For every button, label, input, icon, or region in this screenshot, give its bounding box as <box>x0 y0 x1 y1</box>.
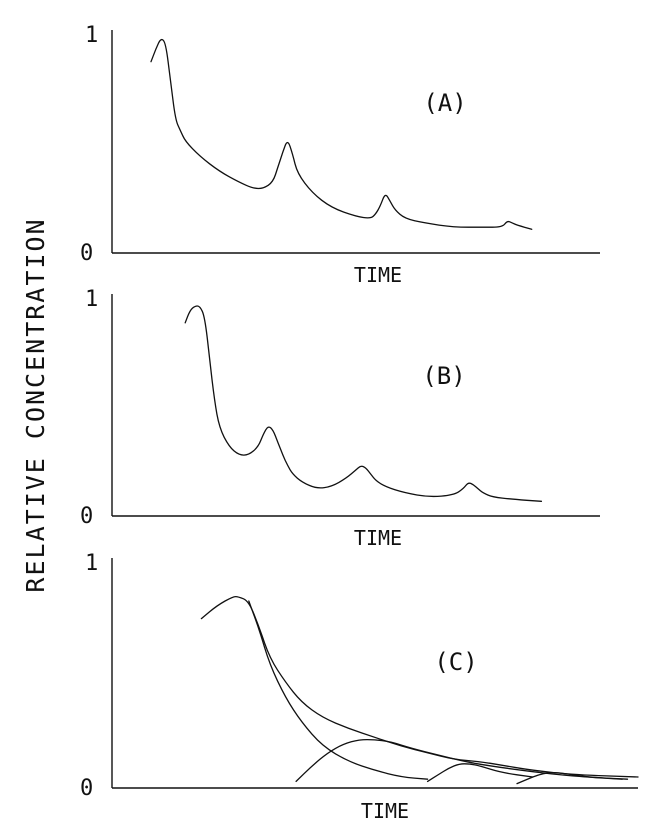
panel-c-x-label: TIME <box>361 799 409 823</box>
panel-a-series-line-1 <box>150 38 533 230</box>
panel-a-label: (A) <box>423 89 466 117</box>
panel-b-series-line-1 <box>184 305 543 502</box>
panel-c-series-group <box>200 595 639 785</box>
panel-c: 1 0 TIME (C) <box>80 551 639 823</box>
panel-c-series-line-1 <box>200 595 639 778</box>
panel-a-x-label: TIME <box>354 263 402 287</box>
panel-b-label: (B) <box>422 362 465 390</box>
panel-c-series-line-5 <box>516 771 623 785</box>
panel-c-series-line-2 <box>248 600 429 780</box>
panel-b-x-label: TIME <box>354 526 402 550</box>
panel-c-series-line-3 <box>295 738 629 783</box>
panel-b-y-tick-top: 1 <box>85 287 98 312</box>
panel-c-label: (C) <box>434 648 477 676</box>
panel-c-y-tick-top: 1 <box>85 551 98 576</box>
panel-a-y-tick-top: 1 <box>85 23 98 48</box>
y-axis-label: RELATIVE CONCENTRATION <box>21 217 50 592</box>
panel-b-y-tick-bottom: 0 <box>80 504 93 529</box>
panel-a-series-group <box>150 38 533 230</box>
panel-c-y-tick-bottom: 0 <box>80 776 93 801</box>
panel-a: 1 0 TIME (A) <box>80 23 600 287</box>
panel-a-y-tick-bottom: 0 <box>80 241 93 266</box>
panel-b-series-group <box>184 305 543 502</box>
panel-c-series-line-4 <box>426 763 534 783</box>
panel-b: 1 0 TIME (B) <box>80 287 600 550</box>
